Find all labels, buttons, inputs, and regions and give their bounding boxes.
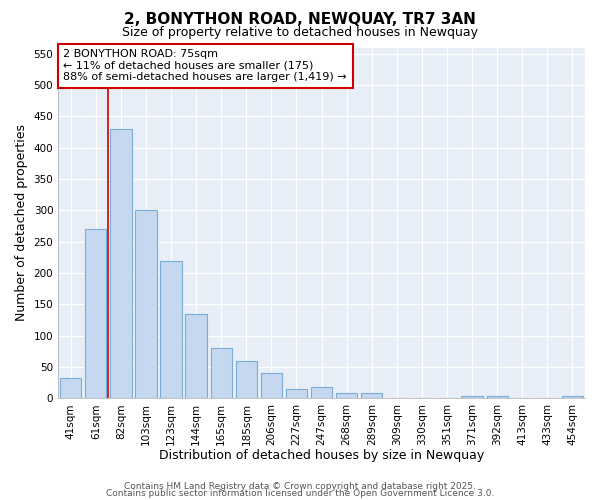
- Text: 2 BONYTHON ROAD: 75sqm
← 11% of detached houses are smaller (175)
88% of semi-de: 2 BONYTHON ROAD: 75sqm ← 11% of detached…: [64, 50, 347, 82]
- Bar: [236, 361, 257, 399]
- Bar: [85, 229, 106, 398]
- Bar: [311, 387, 332, 398]
- Bar: [60, 378, 82, 398]
- Bar: [211, 348, 232, 399]
- Text: Contains HM Land Registry data © Crown copyright and database right 2025.: Contains HM Land Registry data © Crown c…: [124, 482, 476, 491]
- Bar: [261, 374, 282, 398]
- Bar: [336, 394, 358, 398]
- Bar: [286, 389, 307, 398]
- X-axis label: Distribution of detached houses by size in Newquay: Distribution of detached houses by size …: [159, 450, 484, 462]
- Bar: [185, 314, 207, 398]
- Bar: [487, 396, 508, 398]
- Bar: [136, 210, 157, 398]
- Text: Contains public sector information licensed under the Open Government Licence 3.: Contains public sector information licen…: [106, 489, 494, 498]
- Bar: [361, 392, 382, 398]
- Text: 2, BONYTHON ROAD, NEWQUAY, TR7 3AN: 2, BONYTHON ROAD, NEWQUAY, TR7 3AN: [124, 12, 476, 28]
- Text: Size of property relative to detached houses in Newquay: Size of property relative to detached ho…: [122, 26, 478, 39]
- Bar: [562, 396, 583, 398]
- Y-axis label: Number of detached properties: Number of detached properties: [15, 124, 28, 322]
- Bar: [160, 260, 182, 398]
- Bar: [461, 396, 483, 398]
- Bar: [110, 129, 131, 398]
